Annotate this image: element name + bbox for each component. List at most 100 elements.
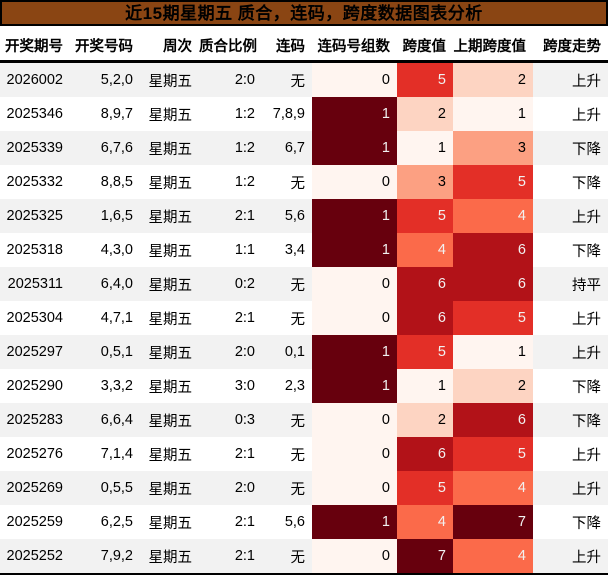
table-row: 2025339 6,7,6 星期五 1:2 6,7 1 1 3 下降 bbox=[0, 131, 608, 165]
cell-week: 星期五 bbox=[148, 107, 193, 124]
cell-trend: 上升 bbox=[572, 209, 601, 226]
cell-numbers: 6,7,6 bbox=[100, 140, 133, 156]
cell-span: 1 bbox=[397, 131, 453, 165]
cell-numbers: 0,5,5 bbox=[100, 480, 133, 496]
cell-numbers: 0,5,1 bbox=[100, 344, 133, 360]
col-header-groups: 连码号组数 bbox=[312, 30, 397, 63]
cell-lianma: 无 bbox=[290, 447, 306, 464]
cell-period: 2025318 bbox=[6, 242, 63, 258]
cell-prev-span: 6 bbox=[453, 267, 533, 301]
cell-period: 2026002 bbox=[6, 72, 63, 88]
cell-trend: 上升 bbox=[572, 311, 601, 328]
cell-trend: 下降 bbox=[572, 515, 601, 532]
cell-trend: 下降 bbox=[572, 379, 601, 396]
table-row: 2025283 6,6,4 星期五 0:3 无 0 2 6 下降 bbox=[0, 403, 608, 437]
cell-period: 2025297 bbox=[6, 344, 63, 360]
cell-prev-span: 1 bbox=[453, 335, 533, 369]
cell-period: 2025311 bbox=[7, 276, 63, 292]
cell-lianma: 无 bbox=[290, 277, 306, 294]
cell-trend: 下降 bbox=[572, 141, 601, 158]
cell-prev-span: 7 bbox=[453, 505, 533, 539]
col-header-week: 周次 bbox=[140, 30, 199, 63]
cell-prev-span: 1 bbox=[453, 97, 533, 131]
cell-lianma: 无 bbox=[290, 311, 306, 328]
cell-prev-span: 6 bbox=[453, 233, 533, 267]
cell-numbers: 4,3,0 bbox=[100, 242, 133, 258]
cell-span: 5 bbox=[397, 471, 453, 505]
cell-groups: 0 bbox=[312, 539, 397, 574]
cell-span: 5 bbox=[397, 335, 453, 369]
cell-trend: 上升 bbox=[572, 549, 601, 566]
cell-ratio: 2:1 bbox=[234, 310, 255, 326]
cell-week: 星期五 bbox=[148, 209, 193, 226]
cell-ratio: 0:2 bbox=[234, 276, 255, 292]
cell-groups: 1 bbox=[312, 199, 397, 233]
cell-trend: 上升 bbox=[572, 345, 601, 362]
cell-period: 2025276 bbox=[6, 446, 63, 462]
cell-week: 星期五 bbox=[148, 243, 193, 260]
cell-prev-span: 4 bbox=[453, 471, 533, 505]
cell-ratio: 2:0 bbox=[234, 344, 255, 360]
table-row: 2025318 4,3,0 星期五 1:1 3,4 1 4 6 下降 bbox=[0, 233, 608, 267]
lottery-analysis-table: 开奖期号 开奖号码 周次 质合比例 连码 连码号组数 跨度值 上期跨度值 跨度走… bbox=[0, 30, 608, 575]
table-row: 2025297 0,5,1 星期五 2:0 0,1 1 5 1 上升 bbox=[0, 335, 608, 369]
cell-period: 2025304 bbox=[6, 310, 63, 326]
cell-numbers: 7,9,2 bbox=[100, 548, 133, 564]
table-row: 2026002 5,2,0 星期五 2:0 无 0 5 2 上升 bbox=[0, 61, 608, 97]
table-row: 2025325 1,6,5 星期五 2:1 5,6 1 5 4 上升 bbox=[0, 199, 608, 233]
cell-numbers: 1,6,5 bbox=[100, 208, 133, 224]
cell-prev-span: 4 bbox=[453, 199, 533, 233]
cell-lianma: 无 bbox=[290, 413, 306, 430]
cell-period: 2025283 bbox=[6, 412, 63, 428]
cell-numbers: 3,3,2 bbox=[100, 378, 133, 394]
cell-period: 2025290 bbox=[6, 378, 63, 394]
cell-groups: 0 bbox=[312, 301, 397, 335]
col-header-numbers: 开奖号码 bbox=[70, 30, 140, 63]
table-row: 2025259 6,2,5 星期五 2:1 5,6 1 4 7 下降 bbox=[0, 505, 608, 539]
cell-span: 6 bbox=[397, 301, 453, 335]
cell-week: 星期五 bbox=[148, 345, 193, 362]
table-row: 2025290 3,3,2 星期五 3:0 2,3 1 1 2 下降 bbox=[0, 369, 608, 403]
cell-numbers: 6,4,0 bbox=[100, 276, 133, 292]
cell-ratio: 2:1 bbox=[234, 208, 255, 224]
cell-prev-span: 6 bbox=[453, 403, 533, 437]
cell-period: 2025252 bbox=[6, 548, 63, 564]
cell-numbers: 8,9,7 bbox=[100, 106, 133, 122]
table-row: 2025332 8,8,5 星期五 1:2 无 0 3 5 下降 bbox=[0, 165, 608, 199]
cell-prev-span: 3 bbox=[453, 131, 533, 165]
col-header-period: 开奖期号 bbox=[0, 30, 70, 63]
col-header-ratio: 质合比例 bbox=[199, 30, 262, 63]
table-row: 2025311 6,4,0 星期五 0:2 无 0 6 6 持平 bbox=[0, 267, 608, 301]
col-header-lianma: 连码 bbox=[262, 30, 312, 63]
header-row: 开奖期号 开奖号码 周次 质合比例 连码 连码号组数 跨度值 上期跨度值 跨度走… bbox=[0, 30, 608, 63]
col-header-span: 跨度值 bbox=[397, 30, 453, 63]
cell-trend: 下降 bbox=[572, 413, 601, 430]
cell-week: 星期五 bbox=[148, 515, 193, 532]
cell-span: 2 bbox=[397, 403, 453, 437]
cell-week: 星期五 bbox=[148, 141, 193, 158]
cell-prev-span: 5 bbox=[453, 301, 533, 335]
cell-groups: 1 bbox=[312, 505, 397, 539]
cell-week: 星期五 bbox=[148, 549, 193, 566]
col-header-prev-span: 上期跨度值 bbox=[453, 30, 533, 63]
cell-numbers: 7,1,4 bbox=[100, 446, 133, 462]
cell-span: 4 bbox=[397, 233, 453, 267]
page-title: 近15期星期五 质合，连码，跨度数据图表分析 bbox=[125, 3, 483, 23]
cell-span: 6 bbox=[397, 267, 453, 301]
cell-trend: 上升 bbox=[572, 481, 601, 498]
cell-span: 4 bbox=[397, 505, 453, 539]
cell-ratio: 2:0 bbox=[234, 72, 255, 88]
table-row: 2025252 7,9,2 星期五 2:1 无 0 7 4 上升 bbox=[0, 539, 608, 574]
cell-week: 星期五 bbox=[148, 413, 193, 430]
cell-period: 2025269 bbox=[6, 480, 63, 496]
cell-trend: 下降 bbox=[572, 243, 601, 260]
cell-week: 星期五 bbox=[148, 175, 193, 192]
cell-prev-span: 2 bbox=[453, 369, 533, 403]
cell-span: 7 bbox=[397, 539, 453, 574]
cell-prev-span: 4 bbox=[453, 539, 533, 574]
cell-week: 星期五 bbox=[148, 277, 193, 294]
col-header-trend: 跨度走势 bbox=[533, 30, 608, 63]
cell-trend: 下降 bbox=[572, 175, 601, 192]
cell-prev-span: 5 bbox=[453, 437, 533, 471]
cell-groups: 0 bbox=[312, 267, 397, 301]
